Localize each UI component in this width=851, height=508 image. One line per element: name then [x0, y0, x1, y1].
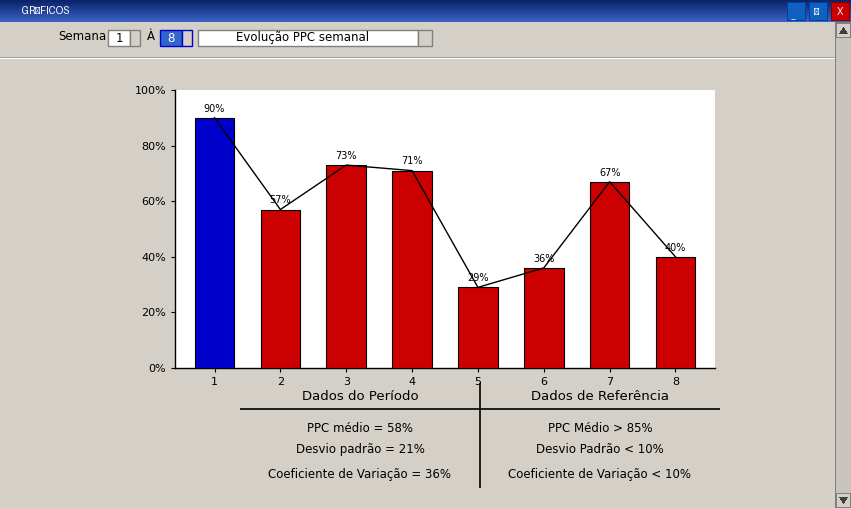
Bar [524, 268, 563, 368]
Text: 71%: 71% [402, 156, 423, 167]
Bar [656, 257, 695, 368]
Bar [130, 30, 140, 46]
Text: Desvio padrão = 21%: Desvio padrão = 21% [295, 442, 425, 456]
Text: Dados do Período: Dados do Período [302, 390, 419, 403]
Bar [590, 182, 630, 368]
Text: Dados de Referência: Dados de Referência [531, 390, 669, 403]
Bar [182, 30, 192, 46]
Text: Semana: Semana [58, 30, 106, 44]
Text: Coeficiente de Variação < 10%: Coeficiente de Variação < 10% [509, 468, 692, 481]
Text: 67%: 67% [599, 168, 620, 178]
Text: PPC médio = 58%: PPC médio = 58% [307, 422, 413, 435]
Text: PPC Médio > 85%: PPC Médio > 85% [548, 422, 653, 435]
Bar [195, 118, 234, 368]
Text: 90%: 90% [204, 104, 226, 114]
Text: Coeficiente de Variação = 36%: Coeficiente de Variação = 36% [269, 468, 452, 481]
Text: 73%: 73% [335, 151, 357, 161]
Bar [392, 171, 431, 368]
Bar [458, 288, 498, 368]
Bar [327, 165, 366, 368]
Bar [108, 30, 130, 46]
Bar [418, 30, 432, 46]
Text: Evolução PPC semanal: Evolução PPC semanal [237, 31, 369, 45]
Text: 1: 1 [115, 31, 123, 45]
Text: 29%: 29% [467, 273, 488, 283]
Text: 36%: 36% [533, 254, 555, 264]
Text: 57%: 57% [270, 196, 291, 205]
Text: 8: 8 [168, 31, 174, 45]
Bar [260, 209, 300, 368]
Bar [198, 30, 418, 46]
Text: Desvio Padrão < 10%: Desvio Padrão < 10% [536, 442, 664, 456]
Text: 40%: 40% [665, 243, 686, 252]
Bar [160, 30, 182, 46]
Text: À: À [147, 30, 155, 44]
